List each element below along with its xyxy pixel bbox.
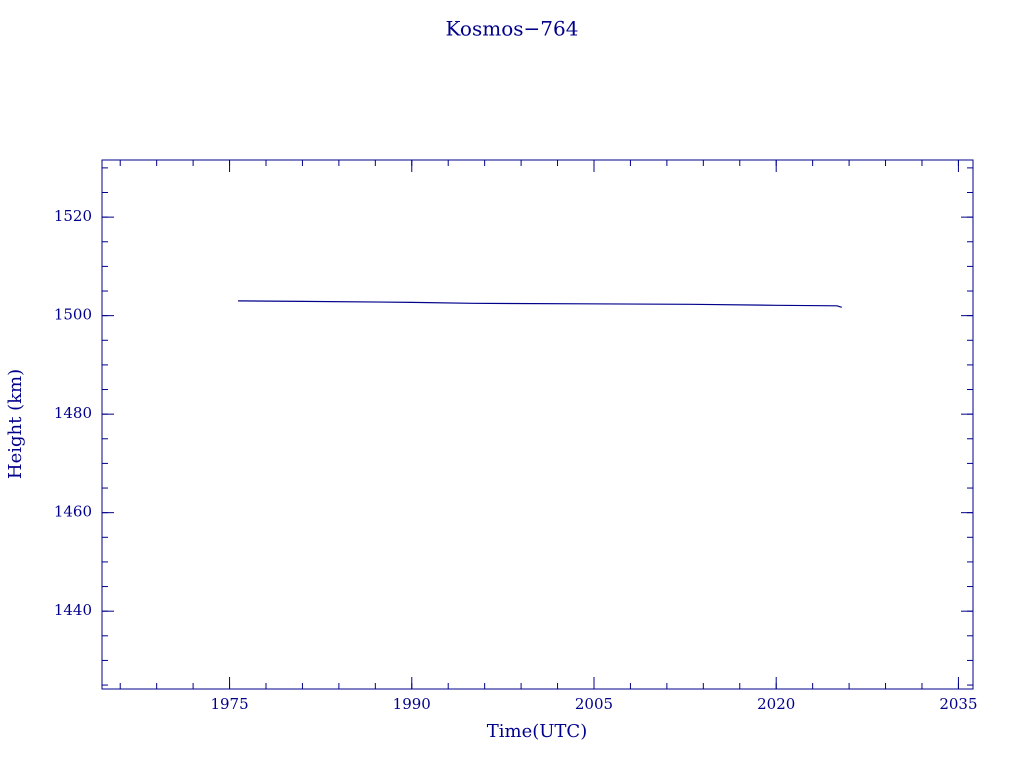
y-tick-label: 1480	[54, 404, 92, 422]
x-tick-label: 2020	[757, 695, 795, 713]
y-axis-label: Height (km)	[5, 369, 26, 479]
y-tick-label: 1440	[54, 601, 92, 619]
y-tick-label: 1520	[54, 207, 92, 225]
data-line	[238, 300, 842, 308]
y-tick-label: 1460	[54, 503, 92, 521]
x-tick-label: 2005	[575, 695, 613, 713]
x-tick-label: 1975	[210, 695, 248, 713]
x-axis-label: Time(UTC)	[487, 721, 587, 742]
plot-frame	[101, 159, 974, 690]
x-tick-label: 2035	[939, 695, 977, 713]
y-tick-label: 1500	[54, 306, 92, 324]
x-tick-label: 1990	[393, 695, 431, 713]
chart-title: Kosmos−764	[446, 17, 579, 41]
